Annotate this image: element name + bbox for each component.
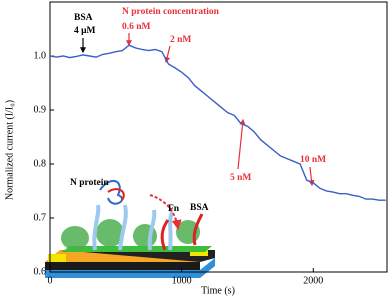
annotation: BSA	[74, 13, 93, 23]
annotation: 4 μM	[74, 26, 96, 36]
y-tick-label: 0.7	[34, 212, 47, 223]
x-tick-label: 0	[48, 275, 53, 286]
inset-label: Fn	[168, 204, 180, 214]
x-tick-label: 2000	[303, 275, 323, 286]
y-tick-label: 0.9	[34, 104, 47, 115]
inset-illustration	[45, 180, 215, 278]
x-axis-label: Time (s)	[201, 285, 235, 296]
data-line	[49, 44, 386, 201]
annotation: 2 nM	[170, 35, 191, 45]
annotation: 5 nM	[230, 173, 251, 183]
y-tick-label: 1.0	[34, 50, 47, 61]
y-axis-label: Normalized current (I/I₀)	[4, 100, 15, 200]
x-tick-label: 1000	[172, 275, 192, 286]
plot-frame	[49, 1, 388, 273]
annotation: 10 nM	[300, 155, 326, 165]
inset-label: N protein	[70, 178, 109, 188]
arrow	[237, 118, 246, 170]
y-tick-label: 0.8	[34, 158, 47, 169]
annotation: N protein concentration	[122, 7, 220, 17]
annotation: 0.6 nM	[122, 22, 151, 32]
y-tick-label: 0.6	[34, 266, 47, 277]
inset-label: BSA	[190, 203, 209, 213]
